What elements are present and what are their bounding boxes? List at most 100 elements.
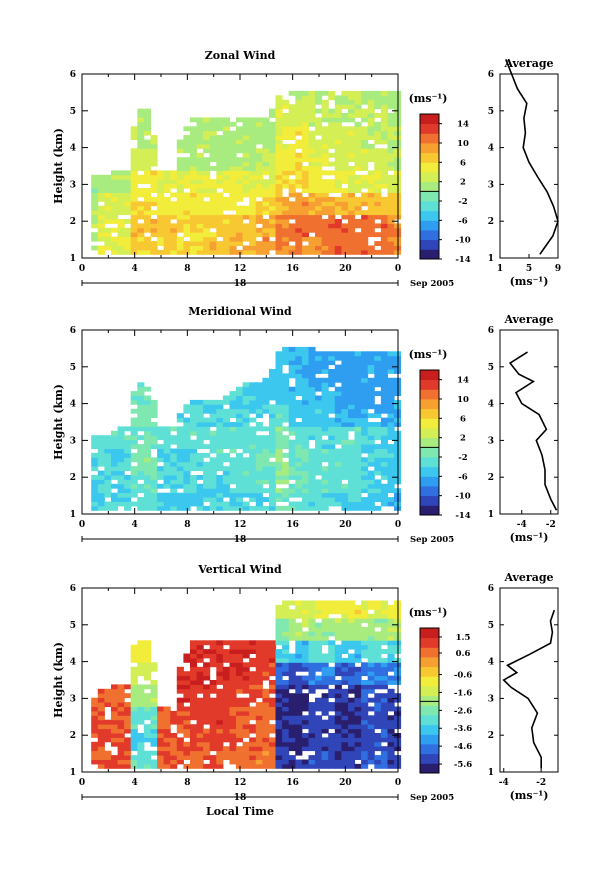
heatmap-cell bbox=[242, 192, 250, 198]
heatmap-cell bbox=[341, 733, 349, 738]
heatmap-cell bbox=[328, 475, 336, 480]
heatmap-cell bbox=[387, 223, 395, 229]
heatmap-cell bbox=[367, 618, 375, 624]
heatmap-cell bbox=[308, 174, 316, 180]
heatmap-cell bbox=[387, 135, 395, 140]
heatmap-cell bbox=[117, 706, 125, 712]
heatmap-cell bbox=[176, 201, 184, 207]
heatmap-cell bbox=[196, 219, 204, 224]
x-tick-label: 8 bbox=[184, 520, 190, 530]
colorbar-tick-label: -2.6 bbox=[454, 706, 472, 716]
heatmap-cell bbox=[255, 179, 263, 185]
heatmap-cell bbox=[341, 435, 349, 441]
heatmap-cell bbox=[348, 227, 356, 233]
heatmap-cell bbox=[236, 444, 244, 449]
heatmap-cell bbox=[176, 675, 184, 681]
heatmap-cell bbox=[150, 430, 158, 436]
heatmap-cell bbox=[183, 461, 191, 467]
heatmap-cell bbox=[137, 444, 145, 449]
heatmap-cell bbox=[229, 223, 237, 229]
heatmap-cell bbox=[301, 351, 309, 357]
heatmap-cell bbox=[203, 183, 211, 189]
heatmap-cell bbox=[361, 505, 369, 511]
heatmap-cell bbox=[117, 232, 125, 238]
heatmap-cell bbox=[295, 236, 303, 242]
heatmap-cell bbox=[176, 139, 184, 145]
heatmap-cell bbox=[209, 408, 217, 414]
heatmap-cell bbox=[176, 227, 184, 233]
heatmap-cell bbox=[249, 130, 257, 136]
heatmap-cell bbox=[269, 183, 277, 189]
heatmap-cell bbox=[143, 161, 151, 167]
heatmap-cell bbox=[209, 684, 217, 690]
heatmap-cell bbox=[387, 649, 395, 654]
heatmap-cell bbox=[341, 728, 349, 734]
heatmap-cell bbox=[190, 492, 198, 498]
heatmap-cell bbox=[295, 763, 303, 769]
heatmap-cell bbox=[130, 470, 138, 476]
heatmap-cell bbox=[315, 501, 323, 507]
heatmap-cell bbox=[249, 759, 257, 765]
heatmap-cell bbox=[196, 170, 204, 176]
heatmap-cell bbox=[275, 179, 283, 185]
heatmap-cell bbox=[229, 219, 237, 224]
colorbar-tick-label: 1.5 bbox=[456, 633, 471, 643]
heatmap-cell bbox=[262, 117, 270, 123]
heatmap-cell bbox=[190, 452, 198, 458]
heatmap-cell bbox=[282, 475, 290, 480]
heatmap-cell bbox=[269, 755, 277, 760]
heatmap-cell bbox=[308, 346, 316, 352]
heatmap-cell bbox=[380, 117, 388, 123]
heatmap-cell bbox=[380, 404, 388, 410]
heatmap-cell bbox=[124, 448, 132, 454]
heatmap-cell bbox=[334, 196, 342, 202]
heatmap-cell bbox=[321, 675, 329, 681]
heatmap-cell bbox=[308, 157, 316, 163]
heatmap-cell bbox=[104, 245, 112, 251]
heatmap-cell bbox=[354, 497, 362, 502]
heatmap-cell bbox=[209, 223, 217, 229]
heatmap-cell bbox=[288, 117, 296, 123]
heatmap-cell bbox=[137, 157, 145, 163]
heatmap-cell bbox=[262, 157, 270, 163]
heatmap-cell bbox=[190, 413, 198, 419]
heatmap-cell bbox=[380, 99, 388, 105]
heatmap-cell bbox=[255, 166, 263, 171]
heatmap-cell bbox=[295, 126, 303, 132]
heatmap-cell bbox=[361, 417, 369, 423]
heatmap-cell bbox=[190, 422, 198, 427]
heatmap-cell bbox=[104, 192, 112, 198]
heatmap-cell bbox=[143, 759, 151, 765]
heatmap-cell bbox=[334, 492, 342, 498]
heatmap-cell bbox=[176, 413, 184, 419]
x-tick-label: 16 bbox=[286, 520, 299, 530]
heatmap-cell bbox=[328, 152, 336, 158]
heatmap-cell bbox=[196, 130, 204, 136]
heatmap-cell bbox=[242, 121, 250, 127]
heatmap-cell bbox=[380, 448, 388, 454]
heatmap-cell bbox=[209, 755, 217, 760]
heatmap-cell bbox=[348, 746, 356, 752]
heatmap-cell bbox=[288, 746, 296, 752]
heatmap-cell bbox=[308, 728, 316, 734]
heatmap-cell bbox=[222, 746, 230, 752]
heatmap-cell bbox=[209, 662, 217, 668]
heatmap-cell bbox=[150, 666, 158, 672]
y-tick-label: 4 bbox=[70, 658, 76, 668]
heatmap-cell bbox=[143, 644, 151, 650]
heatmap-cell bbox=[157, 210, 165, 216]
heatmap-cell bbox=[288, 143, 296, 149]
heatmap-cell bbox=[242, 466, 250, 472]
heatmap-cell bbox=[334, 627, 342, 632]
heatmap-cell bbox=[143, 763, 151, 769]
heatmap-cell bbox=[295, 196, 303, 202]
heatmap-cell bbox=[315, 649, 323, 654]
heatmap-cell bbox=[176, 179, 184, 185]
heatmap-cell bbox=[361, 130, 369, 136]
heatmap-cell bbox=[216, 741, 224, 747]
heatmap-cell bbox=[249, 139, 257, 145]
heatmap-cell bbox=[328, 395, 336, 401]
heatmap-cell bbox=[328, 179, 336, 185]
heatmap-cell bbox=[361, 95, 369, 101]
heatmap-cell bbox=[275, 479, 283, 485]
